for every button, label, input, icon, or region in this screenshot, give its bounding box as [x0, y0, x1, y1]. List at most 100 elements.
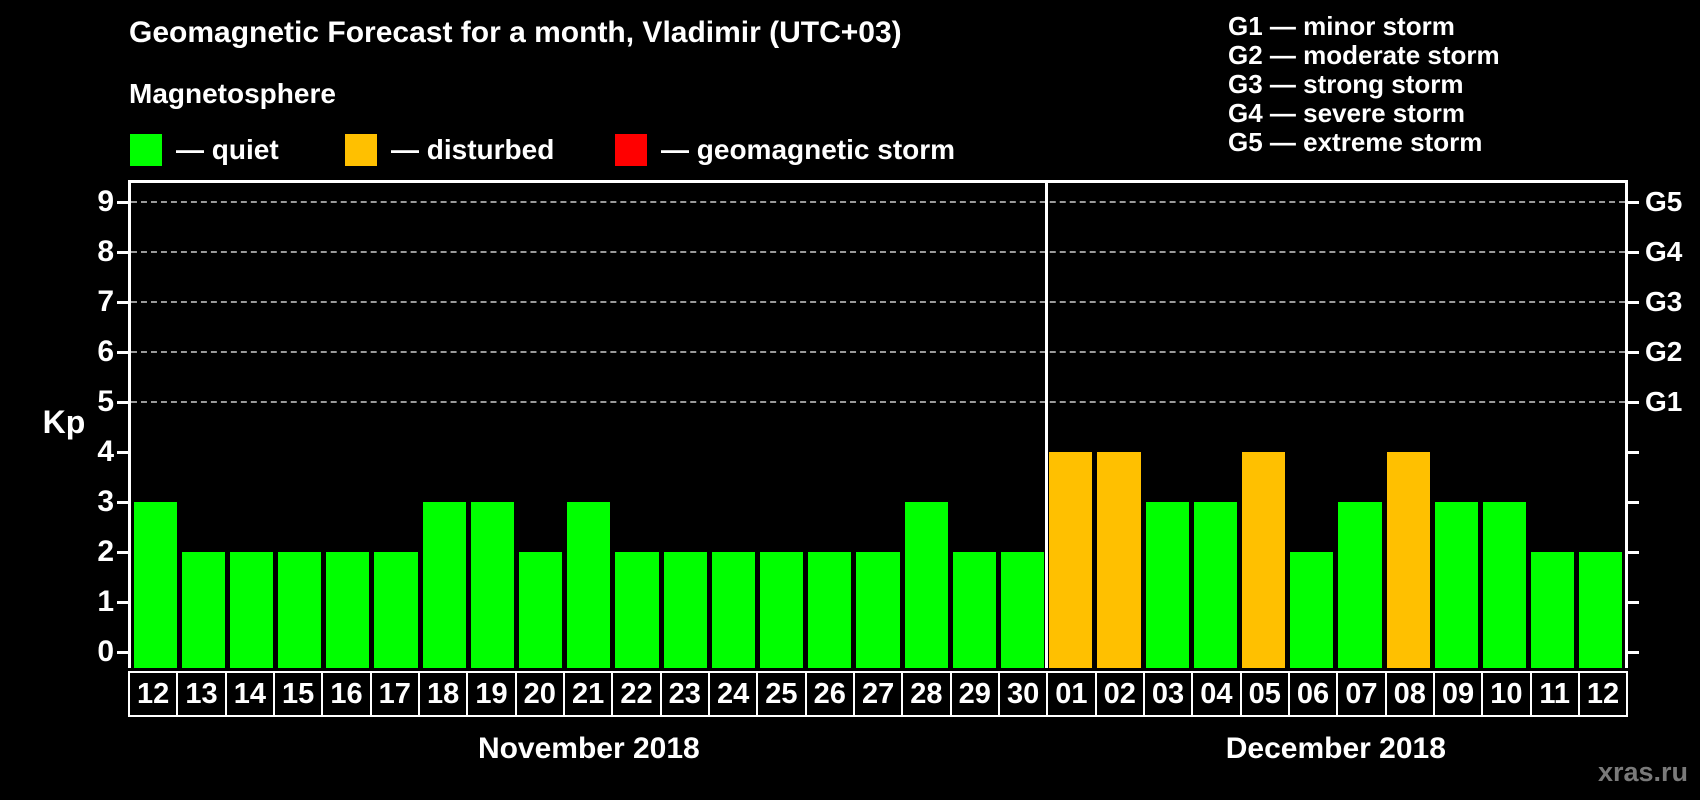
y-tick-right: [1628, 401, 1639, 404]
g-axis-label: G5: [1645, 186, 1683, 217]
day-label: 26: [807, 673, 855, 715]
legend-label-disturbed: — disturbed: [391, 134, 555, 165]
kp-bar: [422, 502, 466, 668]
day-label: 14: [227, 673, 275, 715]
y-tick-right: [1628, 651, 1639, 654]
month-label-december: December 2018: [1225, 732, 1446, 765]
y-tick-left: [117, 651, 128, 654]
kp-bar: [1000, 552, 1045, 668]
legend-item-storm: — geomagnetic storm: [615, 134, 955, 166]
y-tick-left: [117, 451, 128, 454]
day-label: 29: [952, 673, 1000, 715]
kp-bar: [808, 552, 852, 668]
day-label: 24: [710, 673, 759, 715]
disturbed-color-swatch: [345, 134, 377, 166]
g-scale-line-g1: G1 — minor storm: [1228, 11, 1455, 41]
day-label: 28: [903, 673, 952, 715]
g-scale-line-g3: G3 — strong storm: [1228, 69, 1464, 99]
g-axis-label: G3: [1645, 286, 1683, 317]
y-tick-right: [1628, 201, 1639, 204]
y-tick-left: [117, 501, 128, 504]
kp-bar: [1338, 502, 1382, 668]
kp-bar: [1145, 502, 1189, 668]
day-label: 12: [130, 673, 179, 715]
kp-bar: [470, 502, 515, 668]
y-tick-label: 1: [97, 585, 114, 618]
storm-color-swatch: [615, 134, 647, 166]
day-label: 18: [420, 673, 469, 715]
legend-item-quiet: — quiet: [130, 134, 279, 166]
day-label: 30: [1000, 673, 1049, 715]
legend-label-storm: — geomagnetic storm: [661, 134, 956, 165]
kp-bar: [133, 502, 177, 668]
kp-bar: [1482, 502, 1527, 668]
y-tick-left: [117, 201, 128, 204]
g-axis-label: G4: [1645, 236, 1683, 267]
day-label: 09: [1435, 673, 1484, 715]
kp-bar: [1531, 552, 1575, 668]
g-scale-line-g2: G2 — moderate storm: [1228, 40, 1500, 70]
y-tick-label: 9: [97, 185, 114, 218]
kp-bar: [1097, 452, 1141, 668]
y-tick-right: [1628, 251, 1639, 254]
y-tick-right: [1628, 501, 1639, 504]
y-tick-left: [117, 301, 128, 304]
kp-bar: [326, 552, 370, 668]
day-label: 11: [1532, 673, 1580, 715]
day-label: 17: [372, 673, 420, 715]
day-label: 21: [565, 673, 614, 715]
y-tick-left: [117, 551, 128, 554]
y-tick-left: [117, 251, 128, 254]
gridline-kp9: [131, 201, 1625, 203]
day-label-row: 12 13 14 15 16 17 18 19 20 21 22 23 24 25 26 27 28 29 30 01…: [128, 671, 1628, 717]
y-tick-label: 0: [97, 635, 114, 668]
day-label: 27: [855, 673, 904, 715]
day-label: 25: [758, 673, 807, 715]
day-label: 16: [323, 673, 372, 715]
kp-bar: [1193, 502, 1237, 668]
day-label: 22: [613, 673, 662, 715]
kp-bar: [856, 552, 900, 668]
watermark: xras.ru: [1597, 757, 1688, 787]
gridline-kp6: [131, 351, 1625, 353]
kp-bar: [952, 552, 996, 668]
legend-item-disturbed: — disturbed: [345, 134, 554, 166]
g-scale-legend: G1 — minor storm G2 — moderate storm G3 …: [1228, 12, 1500, 157]
kp-bar: [1434, 502, 1478, 668]
y-tick-label: 3: [97, 485, 114, 518]
kp-bar: [615, 552, 659, 668]
day-label: 07: [1338, 673, 1387, 715]
day-label: 15: [275, 673, 324, 715]
y-tick-right: [1628, 301, 1639, 304]
y-tick-left: [117, 401, 128, 404]
y-tick-left: [117, 601, 128, 604]
legend-title: Magnetosphere: [129, 78, 336, 109]
chart-title: Geomagnetic Forecast for a month, Vladim…: [129, 16, 902, 49]
y-tick-label: 5: [97, 385, 114, 418]
day-label: 02: [1097, 673, 1145, 715]
month-label-november: November 2018: [477, 732, 700, 765]
kp-bar: [519, 552, 563, 668]
kp-bar: [1049, 452, 1093, 668]
kp-bar: [567, 502, 611, 668]
gridline-kp5: [131, 401, 1625, 403]
y-tick-label: 8: [97, 235, 114, 268]
y-axis-title: Kp: [42, 404, 86, 440]
day-label: 01: [1048, 673, 1097, 715]
g-axis-label: G1: [1645, 386, 1683, 417]
gridline-kp8: [131, 251, 1625, 253]
kp-bar: [711, 552, 755, 668]
y-tick-label: 6: [97, 335, 114, 368]
day-label: 13: [178, 673, 227, 715]
kp-bar: [229, 552, 274, 668]
kp-bar: [760, 552, 804, 668]
kp-bar: [904, 502, 948, 668]
day-label: 05: [1242, 673, 1290, 715]
plot-frame: [128, 180, 1628, 668]
kp-bar: [663, 552, 707, 668]
y-tick-label: 2: [97, 535, 114, 568]
legend-label-quiet: — quiet: [176, 134, 279, 165]
month-separator-line: [1045, 183, 1049, 668]
y-tick-right: [1628, 451, 1639, 454]
